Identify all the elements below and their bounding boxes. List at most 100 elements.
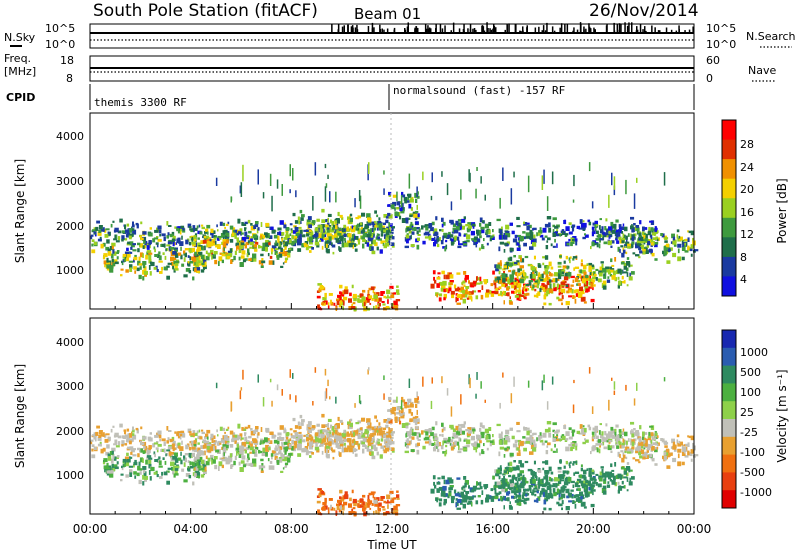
power-cell bbox=[519, 278, 524, 284]
velocity-cell bbox=[413, 418, 418, 423]
power-cell bbox=[573, 174, 575, 187]
velocity-cell bbox=[410, 431, 414, 435]
velocity-cell bbox=[174, 454, 178, 457]
velocity-cell bbox=[254, 428, 259, 433]
velocity-cell bbox=[351, 439, 355, 445]
velocity-cell bbox=[276, 460, 280, 465]
velocity-cell bbox=[331, 440, 334, 445]
power-cell bbox=[264, 232, 268, 238]
velocity-cell bbox=[327, 422, 329, 428]
power-cell bbox=[541, 175, 544, 190]
velocity-cell bbox=[488, 427, 492, 431]
power-cell bbox=[283, 224, 287, 229]
power-cell bbox=[326, 229, 330, 233]
power-cell bbox=[260, 253, 264, 257]
velocity-cell bbox=[371, 503, 374, 506]
velocity-cell bbox=[154, 459, 158, 462]
velocity-cell bbox=[668, 453, 671, 457]
noise-spike bbox=[504, 29, 506, 33]
power-cell bbox=[259, 245, 263, 249]
power-cell bbox=[201, 260, 203, 265]
velocity-cell bbox=[442, 440, 447, 444]
power-cell bbox=[369, 229, 372, 234]
velocity-cell bbox=[138, 468, 143, 471]
velocity-cell bbox=[201, 450, 204, 456]
power-cell bbox=[172, 242, 175, 247]
power-cell bbox=[642, 226, 645, 232]
power-cell bbox=[274, 252, 278, 255]
power-cell bbox=[500, 290, 502, 296]
power-cell bbox=[516, 275, 519, 280]
power-cell bbox=[590, 272, 594, 276]
velocity-cell bbox=[218, 461, 223, 467]
velocity-cell bbox=[617, 451, 620, 457]
velocity-cell bbox=[396, 497, 400, 500]
velocity-cell bbox=[390, 434, 392, 440]
velocity-cell bbox=[177, 457, 182, 461]
power-cell bbox=[580, 262, 583, 267]
velocity-cell bbox=[558, 497, 561, 501]
power-cell bbox=[657, 230, 659, 234]
power-cell bbox=[225, 252, 229, 255]
velocity-cell bbox=[367, 503, 371, 506]
velocity-cell bbox=[592, 433, 595, 437]
velocity-cell bbox=[199, 436, 203, 440]
power-yticks: 4000 3000 2000 1000 bbox=[56, 130, 84, 277]
velocity-cell bbox=[648, 435, 651, 438]
cpid-program-2: normalsound (fast) -157 RF bbox=[393, 84, 565, 97]
velocity-cell bbox=[633, 428, 636, 431]
velocity-cell bbox=[606, 440, 609, 443]
velocity-cell bbox=[280, 470, 284, 473]
power-cell bbox=[181, 263, 185, 267]
power-cell bbox=[454, 288, 460, 292]
velocity-cell bbox=[536, 484, 540, 490]
power-cell bbox=[516, 247, 521, 251]
power-cell bbox=[448, 231, 451, 236]
power-cell bbox=[391, 226, 395, 229]
velocity-cell bbox=[621, 442, 625, 446]
power-cell bbox=[350, 239, 355, 244]
velocity-cell bbox=[364, 505, 368, 508]
velocity-cell bbox=[381, 430, 386, 433]
velocity-cell bbox=[275, 445, 277, 449]
velocity-cell bbox=[595, 429, 599, 432]
velocity-cell bbox=[588, 491, 592, 494]
velocity-cell bbox=[142, 436, 147, 440]
velocity-cell bbox=[621, 431, 626, 435]
velocity-cell bbox=[428, 440, 432, 446]
velocity-cell bbox=[300, 422, 304, 426]
power-cell bbox=[548, 261, 552, 267]
velocity-cell bbox=[172, 440, 176, 445]
power-cell bbox=[511, 285, 515, 289]
velocity-cell bbox=[635, 432, 640, 437]
power-cell bbox=[559, 284, 562, 289]
velocity-cell bbox=[508, 474, 511, 478]
power-cell bbox=[301, 243, 305, 248]
power-cell bbox=[519, 265, 524, 269]
power-cell bbox=[215, 244, 220, 248]
power-cell bbox=[582, 236, 586, 240]
power-cell bbox=[625, 261, 631, 266]
velocity-cell bbox=[139, 457, 144, 463]
power-cell bbox=[112, 248, 115, 254]
velocity-cell bbox=[649, 453, 653, 457]
velocity-cell bbox=[279, 425, 284, 430]
velocity-cell bbox=[138, 461, 141, 466]
power-cell bbox=[565, 255, 568, 260]
power-ytick-1000: 1000 bbox=[56, 264, 84, 277]
power-cell bbox=[372, 289, 375, 294]
velocity-cell bbox=[568, 436, 573, 440]
velocity-cell bbox=[494, 481, 499, 484]
velocity-cell bbox=[255, 446, 259, 450]
velocity-cell bbox=[604, 431, 607, 436]
velocity-cell bbox=[285, 432, 290, 437]
power-cell bbox=[483, 238, 485, 242]
power-cell bbox=[598, 270, 602, 275]
power-cell bbox=[503, 265, 507, 269]
noise-spike bbox=[347, 24, 349, 33]
velocity-cell bbox=[231, 453, 233, 457]
power-cell bbox=[167, 262, 172, 265]
noise-spike bbox=[414, 27, 416, 33]
power-cell bbox=[524, 255, 529, 259]
velocity-cell bbox=[153, 451, 156, 455]
